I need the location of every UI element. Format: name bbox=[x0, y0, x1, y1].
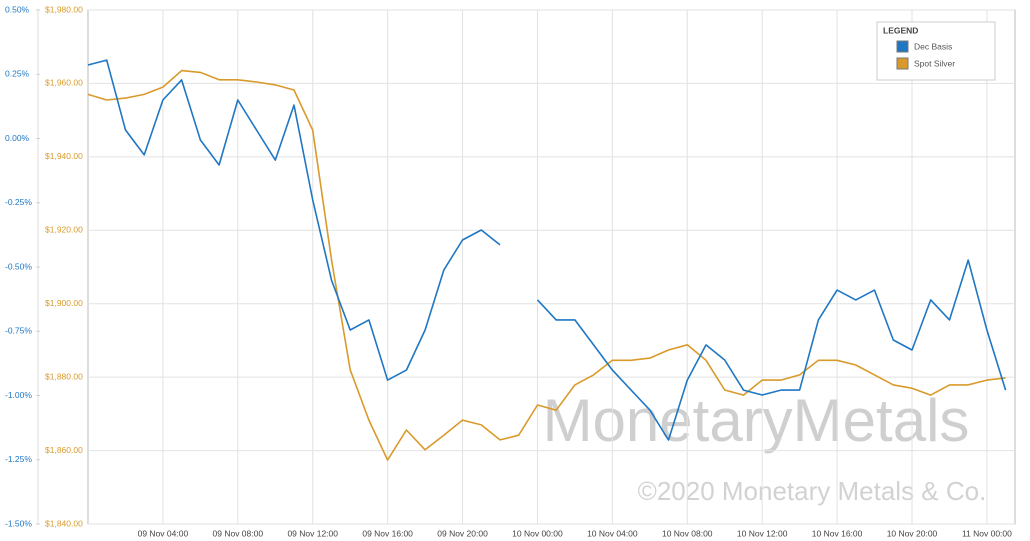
y2-tick-label: $1,940.00 bbox=[45, 151, 83, 161]
y-tick-label: -0.50% bbox=[5, 261, 32, 271]
watermark-copyright: ©2020 Monetary Metals & Co. bbox=[638, 476, 987, 506]
y2-tick-label: $1,900.00 bbox=[45, 298, 83, 308]
x-tick-label: 10 Nov 20:00 bbox=[887, 528, 938, 538]
y-tick-label: -1.25% bbox=[5, 454, 32, 464]
x-tick-label: 09 Nov 08:00 bbox=[213, 528, 264, 538]
y-tick-label: 0.50% bbox=[5, 4, 30, 14]
x-tick-label: 09 Nov 04:00 bbox=[138, 528, 189, 538]
x-tick-label: 10 Nov 12:00 bbox=[737, 528, 788, 538]
x-tick-label: 10 Nov 16:00 bbox=[812, 528, 863, 538]
legend-swatch bbox=[896, 57, 909, 70]
x-tick-label: 09 Nov 16:00 bbox=[362, 528, 413, 538]
series-line bbox=[87, 59, 1007, 441]
x-tick-label: 10 Nov 08:00 bbox=[662, 528, 713, 538]
y2-tick-label: $1,840.00 bbox=[45, 518, 83, 528]
watermark: MonetaryMetals bbox=[543, 387, 970, 454]
series-line bbox=[87, 69, 1006, 461]
legend-swatch bbox=[896, 40, 909, 53]
y2-tick-label: $1,880.00 bbox=[45, 371, 83, 381]
y2-tick-label: $1,860.00 bbox=[45, 445, 83, 455]
x-tick-label: 09 Nov 12:00 bbox=[287, 528, 338, 538]
y-tick-label: 0.25% bbox=[5, 69, 30, 79]
y2-tick-label: $1,920.00 bbox=[45, 225, 83, 235]
y-tick-label: -1.00% bbox=[5, 390, 32, 400]
y-tick-label: -1.50% bbox=[5, 518, 32, 528]
y2-tick-label: $1,980.00 bbox=[45, 4, 83, 14]
legend-label: Spot Silver bbox=[914, 58, 955, 68]
y2-tick-label: $1,960.00 bbox=[45, 78, 83, 88]
y-tick-label: 0.00% bbox=[5, 133, 30, 143]
legend-title: LEGEND bbox=[883, 25, 918, 35]
legend-label: Dec Basis bbox=[914, 41, 952, 51]
x-tick-label: 09 Nov 20:00 bbox=[437, 528, 488, 538]
x-tick-label: 10 Nov 00:00 bbox=[512, 528, 563, 538]
y-tick-label: -0.75% bbox=[5, 326, 32, 336]
x-tick-label: 11 Nov 00:00 bbox=[962, 528, 1012, 538]
x-tick-label: 10 Nov 04:00 bbox=[587, 528, 638, 538]
y-tick-label: -0.25% bbox=[5, 197, 32, 207]
